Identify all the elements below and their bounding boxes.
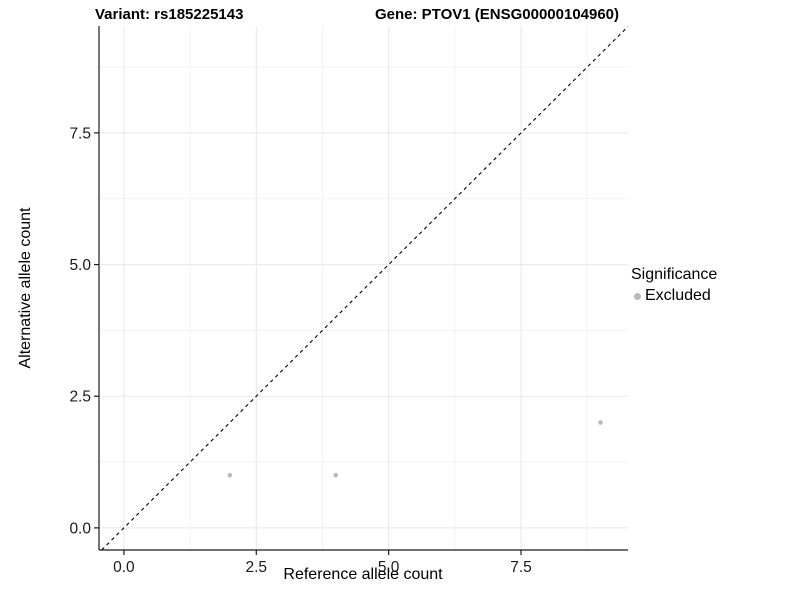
x-tick-label: 2.5: [245, 559, 267, 576]
data-point: [227, 472, 233, 478]
y-tick-label: 0.0: [69, 520, 91, 537]
plot-title-gene: Gene: PTOV1 (ENSG00000104960): [375, 6, 620, 23]
data-point: [598, 420, 603, 425]
x-tick-label: 7.5: [510, 559, 532, 576]
legend-item-label: Excluded: [645, 287, 711, 304]
identity-line: [101, 26, 629, 551]
legend-item-excluded: Excluded: [631, 287, 717, 305]
y-tick-label: 7.5: [69, 125, 91, 142]
legend: Significance Excluded: [631, 266, 717, 305]
y-axis-title: Alternative allele count: [17, 207, 34, 369]
y-tick-label: 2.5: [69, 389, 91, 406]
legend-title: Significance: [631, 266, 718, 283]
x-tick-label: 5.0: [378, 559, 400, 576]
legend-point-icon: [634, 292, 641, 300]
x-tick-label: 0.0: [113, 559, 135, 576]
data-point: [333, 472, 338, 478]
plot-title-variant: Variant: rs185225143: [95, 6, 244, 23]
x-axis-title: Reference allele count: [283, 566, 443, 583]
y-tick-label: 5.0: [69, 257, 91, 274]
